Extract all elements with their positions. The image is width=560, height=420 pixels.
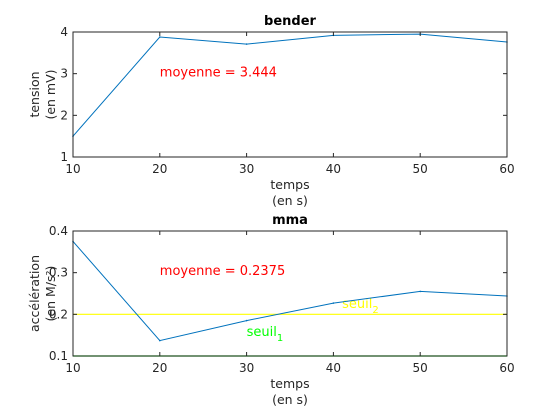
mma-y-tick-label: 0.3 (49, 266, 68, 280)
bender-y-axis-label: tension (27, 71, 42, 117)
bender-x-tick-label: 50 (413, 162, 428, 176)
mma-threshold-label-1: seuil1 (247, 325, 284, 344)
bender-x-axis-label: temps (270, 177, 309, 192)
mma-data-point (159, 339, 161, 342)
mma-x-tick-label: 10 (65, 361, 80, 375)
bender-x-tick-label: 30 (239, 162, 254, 176)
bender-y-axis-label: (en mV) (43, 69, 58, 119)
mma-data-point (332, 302, 335, 304)
bender-y-tick-label: 3 (60, 67, 68, 81)
mma-series-line (72, 241, 508, 342)
mma-data-point (245, 319, 248, 322)
mma-x-tick-label: 50 (413, 361, 428, 375)
mma-y-tick-label: 0.4 (49, 224, 68, 238)
bender-x-tick-label: 10 (65, 162, 80, 176)
bender-data-point (245, 43, 248, 45)
mma-x-tick-label: 30 (239, 361, 254, 375)
mma-y-tick-label: 0.2 (49, 307, 68, 321)
mma-y-axis-label: (en M/s²) (43, 266, 58, 322)
mma-title: mma (272, 213, 308, 228)
mma-x-tick-label: 20 (152, 361, 167, 375)
mma-x-tick-label: 40 (326, 361, 341, 375)
bender-x-axis-label: (en s) (272, 193, 308, 208)
bender-data-point (159, 36, 161, 38)
bender-title: bender (264, 14, 317, 29)
bender-x-tick-label: 40 (326, 162, 341, 176)
mma-x-axis-label: (en s) (272, 392, 308, 407)
mma-mean-annotation: moyenne = 0.2375 (160, 264, 285, 279)
mma-axes-box (72, 230, 508, 357)
bender-x-tick-label: 20 (152, 162, 167, 176)
mma-y-axis-label: accélération (27, 255, 42, 332)
bender-axes-box (72, 31, 508, 158)
mma-y-tick-label: 0.1 (49, 349, 68, 363)
mma-x-tick-label: 60 (499, 361, 514, 375)
bender-y-tick-label: 1 (60, 150, 68, 164)
bender-y-tick-label: 2 (60, 108, 68, 122)
bender-panel: bender 10 20 30 40 50 60 1 2 3 4 temps(en s) tension… (27, 14, 515, 208)
bender-y-tick-label: 4 (60, 25, 68, 39)
mma-x-axis-label: temps (270, 376, 309, 391)
bender-series-line (72, 33, 508, 137)
mma-data-point (419, 290, 422, 293)
bender-mean-annotation: moyenne = 3.444 (160, 66, 277, 81)
bender-x-tick-label: 60 (499, 162, 514, 176)
